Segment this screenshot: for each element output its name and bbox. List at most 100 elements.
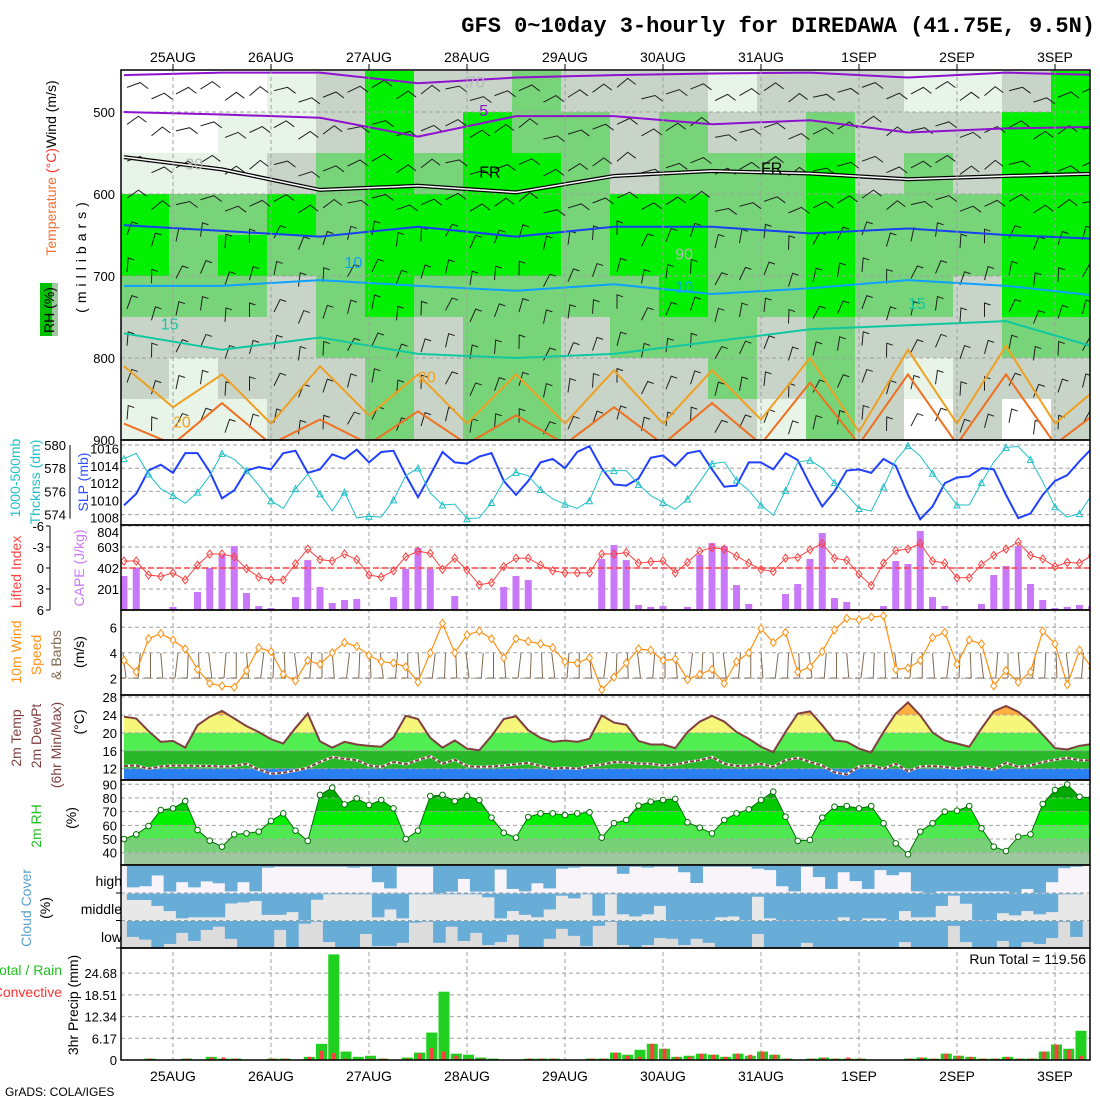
- wind-barb-icon: [298, 309, 310, 324]
- slp-point: [389, 495, 398, 504]
- contour-label: 30: [185, 156, 203, 173]
- contour-label: 20: [418, 370, 436, 387]
- wind-barb-icon: [984, 376, 991, 391]
- cloud-bar-low: [188, 921, 201, 941]
- rh-cell: [414, 276, 464, 318]
- wind-barb-icon: [659, 653, 666, 679]
- wind-barb-icon: [487, 653, 494, 679]
- rh2m-point: [855, 805, 863, 812]
- slp-point: [1051, 502, 1059, 511]
- cloud-bar-low: [763, 921, 777, 948]
- wind-barb-icon: [714, 307, 725, 323]
- top-date-label: 29AUG: [542, 49, 588, 65]
- lifted-index-point: [414, 546, 422, 557]
- wind-barb-icon: [273, 372, 287, 387]
- cloud-bar-low: [776, 921, 789, 948]
- cloud-bar-high: [396, 866, 409, 867]
- wind-barb-icon: [1008, 225, 1022, 239]
- wind-barb-icon: [377, 652, 384, 679]
- cloud-bar-middle: [384, 893, 397, 910]
- wind-barb-icon: [837, 262, 846, 277]
- rh2m-point: [880, 819, 887, 827]
- wind-barb-icon: [739, 376, 749, 391]
- rh2m-units-label: (%): [63, 807, 79, 829]
- wind-barb-icon: [347, 299, 358, 314]
- cloud-bar-high: [690, 866, 703, 884]
- wind-barb-icon: [1057, 91, 1080, 99]
- wind-barb-icon: [861, 331, 870, 346]
- cloud-bar-high: [702, 866, 716, 867]
- wind-tick-label: 4: [110, 646, 117, 661]
- temperature-line: [123, 700, 1090, 754]
- cloud-bar-middle: [1070, 893, 1083, 895]
- cloud-bar-middle: [776, 893, 789, 921]
- wind-label: Wind (m/s): [43, 80, 59, 148]
- cloud-bar-high: [139, 866, 152, 887]
- cloud-bar-high: [665, 866, 679, 867]
- slp-point: [291, 484, 300, 493]
- cape-bar: [292, 597, 299, 610]
- wind-speed-point: [1002, 665, 1010, 676]
- cloud-bar-middle: [163, 893, 177, 912]
- rh2m-point: [1002, 847, 1010, 855]
- wind-barb-icon: [592, 157, 613, 167]
- wind-barb-icon: [984, 85, 1004, 96]
- precip-convective-bar: [429, 1048, 434, 1060]
- cloud-bar-high: [984, 866, 997, 892]
- rh-cell: [121, 399, 170, 440]
- wind-barb-icon: [1057, 230, 1069, 245]
- wind-barb-icon: [977, 652, 984, 679]
- wind-barb-icon: [291, 652, 298, 679]
- bottom-date-label: 26AUG: [248, 1068, 294, 1084]
- cloud-bar-low: [224, 921, 238, 939]
- rh-cell: [463, 358, 513, 400]
- wind-speed-point: [144, 633, 153, 644]
- lifted-index-point: [267, 575, 275, 585]
- temp-tick-label: 16: [103, 744, 117, 759]
- cloud-bar-middle: [959, 893, 973, 904]
- wind-barb-icon: [690, 370, 701, 385]
- cloud-bar-middle: [861, 893, 875, 919]
- wind-barb-icon: [959, 131, 982, 139]
- li-tick-label: -3: [32, 540, 44, 555]
- wind-barb-icon: [445, 333, 455, 348]
- lifted-index-point: [389, 565, 398, 576]
- wind-barb-icon: [396, 164, 417, 174]
- wind-barb-icon: [984, 228, 991, 244]
- cape-bar: [169, 606, 177, 610]
- wind-barb-icon: [518, 191, 539, 202]
- rh2m-point: [635, 802, 642, 809]
- rh-cell: [610, 276, 660, 318]
- wind-barb-icon: [249, 302, 256, 317]
- wind-speed-point: [316, 659, 324, 670]
- wind-barb-icon: [763, 196, 786, 204]
- cloud-bar-middle: [1057, 893, 1071, 895]
- wind-barb-icon: [242, 652, 249, 679]
- rh2m-point: [402, 835, 410, 843]
- cloud-bar-high: [482, 866, 495, 892]
- precip-total-label: Total / Rain: [0, 962, 62, 978]
- wind-speed-point: [720, 678, 728, 689]
- wind-barb-icon: [175, 127, 198, 135]
- precip-convective-bar: [442, 1051, 446, 1060]
- wind-speed-point: [157, 628, 165, 639]
- wind-speed-point: [977, 639, 986, 649]
- rh2m-point: [708, 830, 716, 837]
- rh2m-point: [929, 819, 936, 827]
- wind-barb-icon: [169, 652, 179, 679]
- cloud-bar-high: [175, 866, 189, 883]
- wind-barb-icon: [200, 369, 209, 385]
- cloud-bar-middle: [629, 893, 642, 917]
- rh-cell: [218, 71, 268, 113]
- cape-bar: [990, 575, 998, 610]
- slp-point: [1026, 455, 1035, 463]
- wind-speed-point: [696, 669, 704, 680]
- cape-bar: [622, 560, 630, 610]
- lifted-index-point: [904, 544, 912, 554]
- cloud-bar-low: [972, 921, 985, 948]
- wind-barb-icon: [469, 169, 492, 177]
- thickness-tick-label: 574: [44, 508, 66, 523]
- thickness-tick-label: 576: [44, 484, 66, 499]
- cloud-bar-low: [592, 921, 605, 926]
